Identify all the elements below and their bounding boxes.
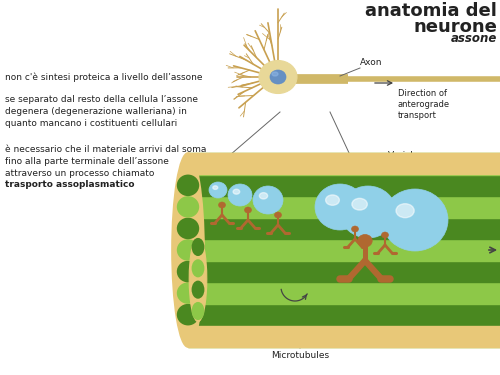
- Text: assone: assone: [450, 32, 497, 45]
- Ellipse shape: [177, 282, 199, 304]
- Text: anatomia del: anatomia del: [365, 2, 497, 20]
- Text: neurone: neurone: [413, 18, 497, 36]
- Ellipse shape: [177, 261, 199, 282]
- Ellipse shape: [253, 186, 283, 214]
- Ellipse shape: [218, 202, 226, 208]
- Ellipse shape: [177, 239, 199, 261]
- Bar: [188, 196, 500, 217]
- Ellipse shape: [209, 182, 227, 198]
- Bar: [188, 261, 500, 282]
- Ellipse shape: [192, 238, 204, 256]
- Text: è necessario che il materiale arrivi dal soma
fino alla parte terminale dell’ass: è necessario che il materiale arrivi dal…: [5, 145, 206, 178]
- Ellipse shape: [382, 232, 388, 238]
- Ellipse shape: [260, 193, 268, 199]
- Ellipse shape: [410, 217, 433, 236]
- Ellipse shape: [266, 199, 276, 207]
- Bar: [188, 174, 500, 196]
- Ellipse shape: [336, 205, 354, 219]
- Ellipse shape: [238, 194, 246, 201]
- Ellipse shape: [396, 204, 414, 218]
- Ellipse shape: [326, 195, 340, 205]
- Text: Direction of
anterograde
transport: Direction of anterograde transport: [398, 89, 450, 120]
- Ellipse shape: [233, 189, 239, 194]
- Bar: [188, 326, 500, 347]
- Ellipse shape: [272, 72, 278, 76]
- Text: non c'è sintesi proteica a livello dell’assone: non c'è sintesi proteica a livello dell’…: [5, 72, 202, 81]
- Text: Vesicle: Vesicle: [388, 151, 420, 160]
- Bar: [188, 282, 500, 304]
- Ellipse shape: [340, 186, 396, 238]
- Ellipse shape: [274, 212, 281, 218]
- Ellipse shape: [177, 304, 199, 326]
- Bar: [188, 153, 500, 174]
- Ellipse shape: [352, 198, 368, 210]
- Ellipse shape: [177, 196, 199, 217]
- Ellipse shape: [259, 60, 297, 93]
- Bar: [188, 239, 500, 261]
- Text: se separato dal resto della cellula l’assone
degenera (degenerazione walleriana): se separato dal resto della cellula l’as…: [5, 95, 198, 128]
- Text: Microtubules: Microtubules: [271, 351, 329, 360]
- Bar: [188, 217, 500, 239]
- Ellipse shape: [270, 70, 286, 84]
- Ellipse shape: [172, 153, 204, 347]
- Ellipse shape: [315, 184, 365, 230]
- Text: trasporto assoplasmatico: trasporto assoplasmatico: [5, 180, 134, 189]
- Bar: [188, 304, 500, 326]
- Bar: [188, 326, 500, 347]
- Ellipse shape: [244, 207, 252, 213]
- Ellipse shape: [177, 217, 199, 239]
- Text: Kinesin: Kinesin: [430, 255, 463, 264]
- Bar: [188, 153, 500, 347]
- Bar: [188, 153, 500, 174]
- Ellipse shape: [216, 189, 223, 194]
- Ellipse shape: [358, 234, 372, 247]
- Ellipse shape: [192, 302, 204, 320]
- Ellipse shape: [382, 189, 448, 251]
- Ellipse shape: [352, 226, 358, 232]
- Ellipse shape: [192, 280, 204, 299]
- Ellipse shape: [192, 259, 204, 278]
- Text: Axon: Axon: [360, 58, 382, 67]
- Ellipse shape: [177, 174, 199, 196]
- Ellipse shape: [213, 186, 218, 189]
- Ellipse shape: [364, 209, 384, 225]
- Ellipse shape: [189, 236, 207, 322]
- Ellipse shape: [228, 184, 252, 206]
